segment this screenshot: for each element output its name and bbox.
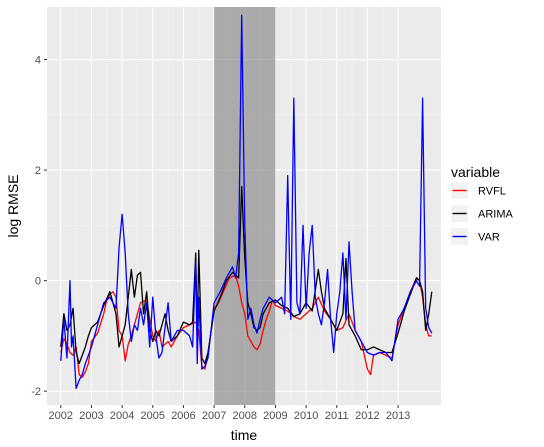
legend-label-arima: ARIMA (478, 209, 514, 221)
y-tick-label: -2 (31, 386, 41, 398)
x-tick-label: 2012 (355, 410, 379, 422)
x-tick-label: 2004 (110, 410, 134, 422)
x-tick-label: 2006 (171, 410, 195, 422)
series-lines (60, 14, 433, 390)
x-tick-label: 2011 (325, 410, 349, 422)
x-tick-label: 2013 (386, 410, 410, 422)
legend-label-var: VAR (478, 232, 500, 244)
y-tick-label: 2 (35, 165, 41, 177)
x-tick-label: 2003 (79, 410, 103, 422)
series-line-arima (60, 186, 433, 365)
x-tick-label: 2010 (294, 410, 318, 422)
legend-items: RVFL ARIMA VAR (451, 182, 514, 245)
series-line-var (60, 14, 433, 390)
x-tick-label: 2007 (202, 410, 226, 422)
y-axis: -2 0 2 4 (31, 55, 47, 398)
y-tick-label: 0 (35, 276, 41, 288)
legend-title: variable (451, 164, 500, 180)
x-axis: 2002 2003 2004 2005 2006 2007 2008 2009 2010 2011… (49, 405, 410, 422)
y-axis-title: log RMSE (5, 174, 21, 237)
x-tick-label: 2002 (49, 410, 73, 422)
x-tick-label: 2005 (141, 410, 165, 422)
x-axis-title: time (231, 427, 258, 443)
legend: variable RVFL ARIMA VAR (451, 164, 514, 245)
y-tick-label: 4 (35, 55, 41, 67)
legend-label-rvfl: RVFL (478, 186, 506, 198)
x-tick-label: 2009 (263, 410, 287, 422)
x-tick-label: 2008 (233, 410, 257, 422)
